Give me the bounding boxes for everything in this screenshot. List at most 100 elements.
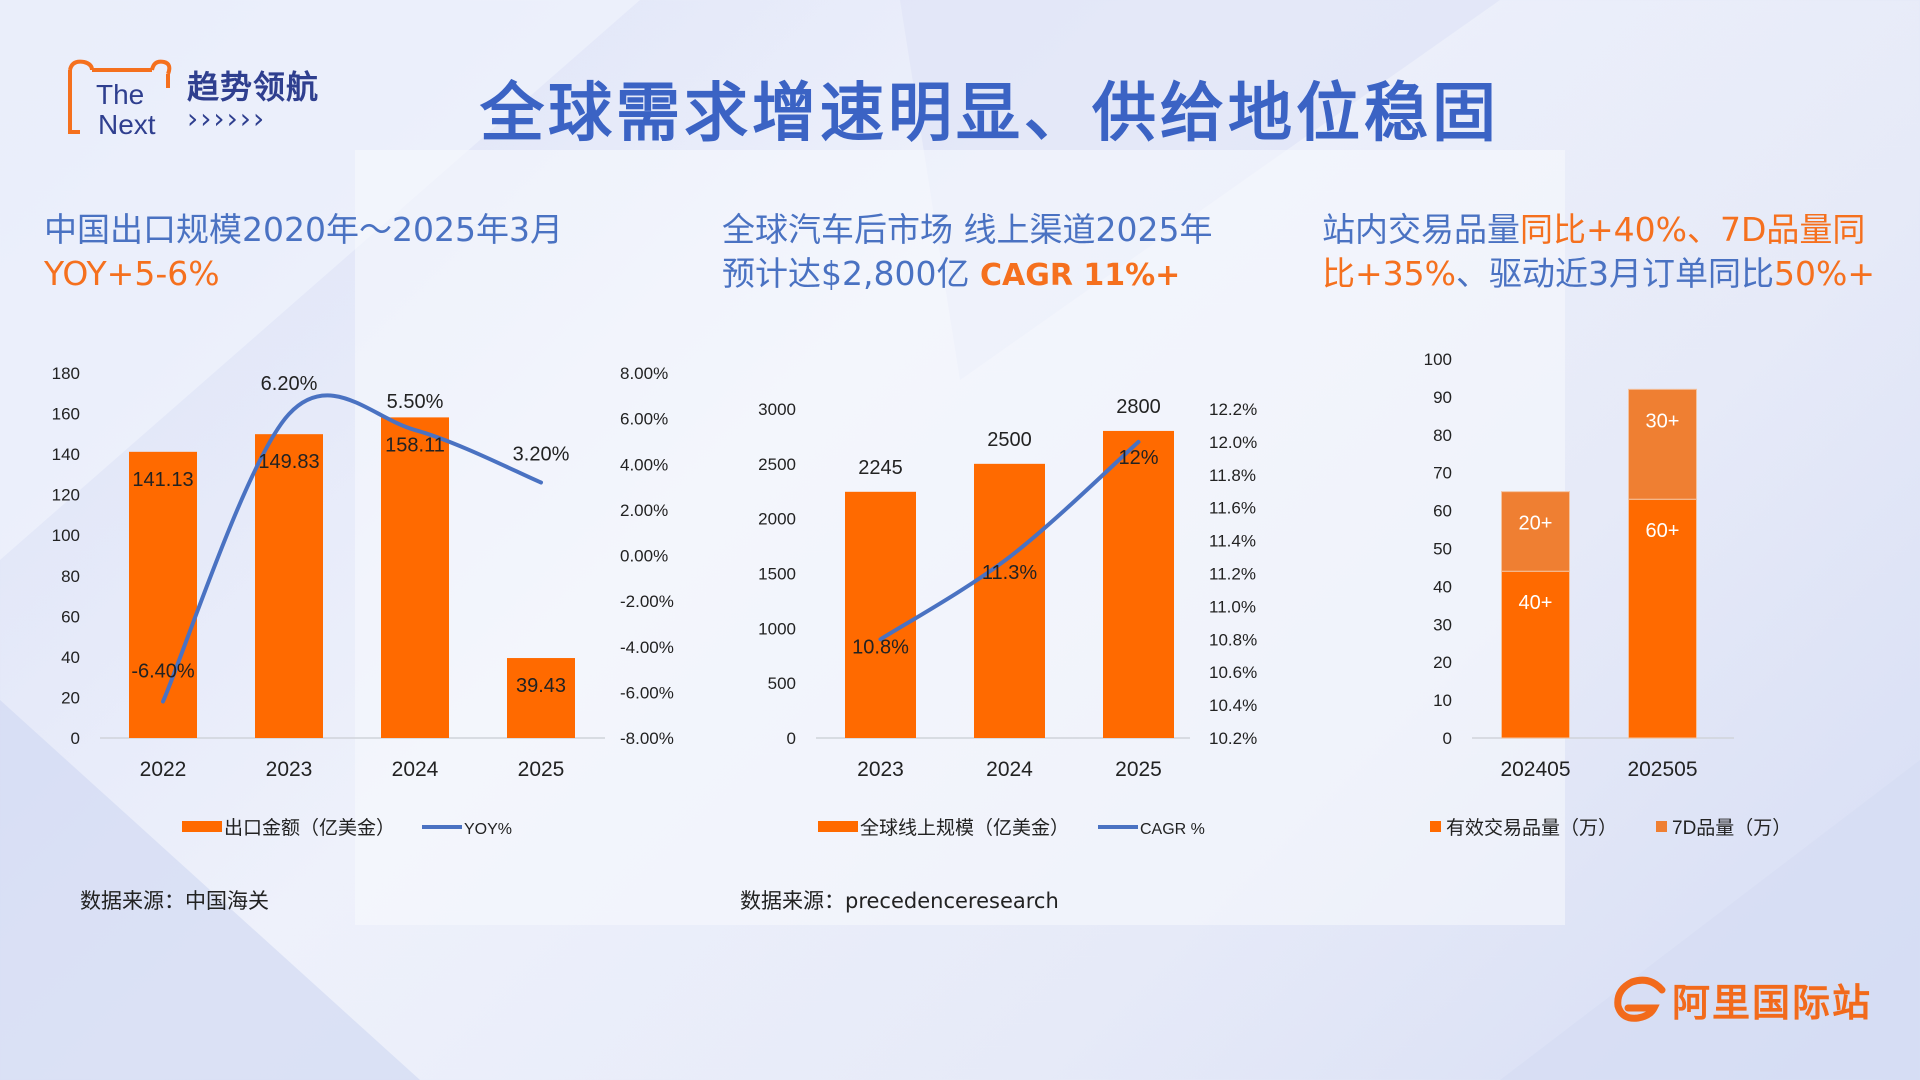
- bar-data-label: 141.13: [132, 469, 193, 491]
- y-tick-label: 2000: [758, 510, 796, 529]
- legend-label: 7D品量（万）: [1672, 817, 1791, 839]
- legend-label: 出口金额（亿美金）: [224, 817, 395, 839]
- chart-export-svg: 0 20 40 60 80 100 120 140 160 180 -8.00% -6.00% -4.0…: [52, 364, 674, 839]
- y2-tick-label: 10.4%: [1209, 696, 1257, 715]
- y-tick-label: 1500: [758, 565, 796, 584]
- x-tick-label: 2024: [392, 758, 439, 781]
- stacked-bar: [1628, 388, 1697, 500]
- chart-market-svg: 0 500 1000 1500 2000 2500 3000 10.2% 10.4% 10.6% 1…: [758, 396, 1257, 839]
- line-data-label: 3.20%: [513, 444, 570, 466]
- bar-data-label: 149.83: [258, 451, 319, 473]
- line-series: [878, 439, 1141, 642]
- legend-swatch: [1656, 821, 1667, 832]
- y-tick-label: 0: [71, 729, 80, 748]
- x-tick-label: 2022: [140, 758, 187, 781]
- bar-data-label: 158.11: [385, 434, 445, 456]
- chart-trade: 0 10 20 30 40 50 60 70 80 90 100 202405 202505 40+ 60+…: [1390, 340, 1810, 860]
- chart-market: 0 500 1000 1500 2000 2500 3000 10.2% 10.4% 10.6% 1…: [700, 340, 1290, 860]
- y-tick-label: 500: [768, 674, 796, 693]
- page-title: 全球需求增速明显、供给地位稳固: [480, 77, 1500, 151]
- section-title-trade: 站内交易品量同比+40%、7D品量同 比+35%、驱动近3月订单同比50%+: [1322, 208, 1875, 296]
- y-tick-label: 2500: [758, 455, 796, 474]
- y-tick-label: 20: [1433, 653, 1452, 672]
- section-title-trade-l1a: 站内交易品量: [1322, 210, 1520, 249]
- y-tick-label: 60: [1433, 502, 1452, 521]
- y-tick-label: 0: [787, 729, 796, 748]
- y2-tick-label: 12.2%: [1209, 400, 1257, 419]
- logo-en-line1: The: [96, 79, 144, 110]
- line-series: [161, 393, 543, 704]
- section-title-export-line1: 中国出口规模2020年～2025年3月: [44, 210, 563, 249]
- section-title-export-line2: YOY+5-6%: [44, 254, 220, 293]
- logo-cn-text: 趋势领航: [187, 68, 320, 106]
- x-tick-label: 202505: [1627, 758, 1697, 781]
- chart-trade-svg: 0 10 20 30 40 50 60 70 80 90 100 202405 202505 40+ 60+…: [1424, 350, 1792, 839]
- the-next-logo: The Next 趋势领航 ››››››: [62, 58, 352, 142]
- y-tick-label: 90: [1433, 388, 1452, 407]
- x-tick-label: 2025: [1115, 758, 1162, 781]
- section-title-trade-l2a: 比+35%: [1322, 254, 1456, 293]
- y-tick-label: 3000: [758, 400, 796, 419]
- logo-bracket-icon: The Next: [68, 59, 172, 140]
- bar-data-label: 40+: [1519, 592, 1553, 614]
- source-precedence: 数据来源：precedenceresearch: [740, 889, 1059, 913]
- y-tick-label: 80: [1433, 426, 1452, 445]
- section-title-market-line2: 预计达$2,800亿: [722, 254, 980, 293]
- chart-export: 0 20 40 60 80 100 120 140 160 180 -8.00% -6.00% -4.0…: [0, 340, 700, 860]
- x-tick-label: 2024: [986, 758, 1033, 781]
- bar-data-label: 60+: [1646, 520, 1680, 542]
- bar: [381, 417, 449, 738]
- y2-tick-label: 11.6%: [1209, 499, 1256, 518]
- x-tick-label: 2025: [518, 758, 565, 781]
- y2-tick-label: 10.6%: [1209, 663, 1257, 682]
- y2-tick-label: 10.2%: [1209, 729, 1257, 748]
- y-tick-label: 40: [1433, 577, 1452, 596]
- legend-label: CAGR %: [1140, 821, 1205, 838]
- bar: [974, 463, 1045, 738]
- content-panel: [355, 150, 1565, 925]
- y2-tick-label: 11.0%: [1209, 597, 1256, 616]
- y2-tick-label: -6.00%: [620, 683, 674, 702]
- stacked-bar: [1628, 498, 1697, 739]
- y2-tick-label: 10.8%: [1209, 630, 1257, 649]
- y-tick-label: 20: [61, 688, 80, 707]
- bar: [845, 491, 916, 738]
- y-tick-label: 50: [1433, 540, 1452, 559]
- y2-tick-label: 6.00%: [620, 410, 668, 429]
- stacked-bar: [1501, 491, 1570, 572]
- y-tick-label: 40: [61, 648, 80, 667]
- y-tick-label: 100: [52, 526, 80, 545]
- y2-tick-label: 2.00%: [620, 501, 668, 520]
- legend-label: 有效交易品量（万）: [1446, 817, 1617, 839]
- y-tick-label: 100: [1424, 350, 1452, 369]
- legend-label: YOY%: [464, 821, 512, 838]
- bar: [255, 434, 323, 738]
- alibaba-logo-icon: [1614, 976, 1666, 1022]
- line-data-label: 11.3%: [982, 562, 1037, 584]
- legend-swatch: [818, 821, 858, 832]
- bar-data-label: 20+: [1519, 513, 1553, 535]
- y2-tick-label: 4.00%: [620, 455, 668, 474]
- bar: [1103, 430, 1174, 738]
- y-tick-label: 140: [52, 445, 80, 464]
- x-tick-label: 2023: [857, 758, 904, 781]
- y-tick-label: 1000: [758, 619, 796, 638]
- section-title-export: 中国出口规模2020年～2025年3月 YOY+5-6%: [44, 208, 563, 296]
- bar-data-label: 2245: [858, 457, 903, 479]
- bar-data-label: 2500: [987, 429, 1032, 451]
- y-tick-label: 10: [1433, 691, 1452, 710]
- line-data-label: -6.40%: [131, 661, 195, 683]
- stacked-bar: [1501, 570, 1570, 739]
- section-title-market-cagr: CAGR 11%+: [979, 258, 1181, 293]
- section-title-trade-l2b: 、驱动近3月订单同比: [1456, 254, 1774, 293]
- section-title-market: 全球汽车后市场 线上渠道2025年 预计达$2,800亿 CAGR 11%+: [722, 208, 1212, 298]
- bar-data-label: 30+: [1646, 410, 1680, 432]
- bar: [129, 451, 197, 738]
- bar: [507, 658, 575, 738]
- y2-tick-label: -8.00%: [620, 729, 674, 748]
- y2-tick-label: 11.2%: [1209, 565, 1256, 584]
- bar-data-label: 2800: [1116, 396, 1161, 418]
- section-title-trade-l1b: 同比+40%、7D品量同: [1520, 210, 1866, 249]
- bar-data-label: 39.43: [516, 675, 566, 697]
- line-data-label: 12%: [1118, 447, 1158, 469]
